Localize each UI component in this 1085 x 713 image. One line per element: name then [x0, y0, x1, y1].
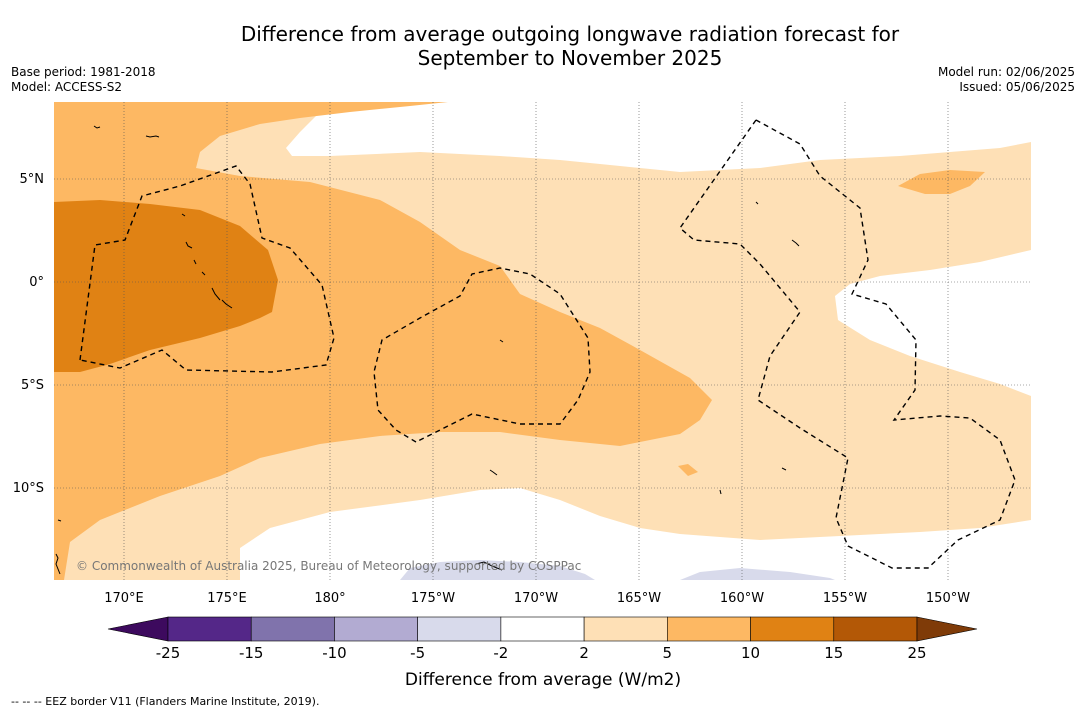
- meta-left: Base period: 1981-2018 Model: ACCESS-S2: [11, 65, 156, 95]
- anomaly-lavender-south-2: [680, 568, 835, 580]
- anomaly-lavender-south-1: [400, 560, 595, 580]
- anomaly-white-south: [240, 488, 1031, 580]
- island: [499, 339, 504, 343]
- island: [791, 239, 800, 247]
- anomaly-white-east: [835, 250, 1031, 396]
- colorbar-swatch: [833, 616, 918, 642]
- latitude-labels: 5°N 0° 5°S 10°S: [13, 172, 44, 496]
- colorbar-tick-label: 10: [741, 644, 760, 662]
- island: [475, 561, 503, 571]
- title-line-2: September to November 2025: [417, 46, 723, 70]
- lat-label-5n: 5°N: [20, 172, 45, 187]
- map-title: Difference from average outgoing longwav…: [0, 22, 1085, 70]
- colorbar: [107, 616, 978, 642]
- colorbar-swatch: [500, 616, 585, 642]
- lon-label-175e: 175°E: [207, 591, 247, 606]
- issued-date: Issued: 05/06/2025: [959, 80, 1075, 94]
- lon-label-165w: 165°W: [617, 591, 661, 606]
- island: [211, 287, 221, 301]
- colorbar-tick-label: -25: [156, 644, 181, 662]
- base-period: Base period: 1981-2018: [11, 65, 156, 79]
- graticule: [54, 102, 1031, 580]
- island: [781, 467, 787, 471]
- colorbar-tick-label: -5: [410, 644, 425, 662]
- eez-border-west: [79, 165, 335, 373]
- colorbar-swatch: [417, 616, 502, 642]
- island: [93, 125, 101, 129]
- colorbar-extend-low: [107, 616, 169, 642]
- island: [489, 469, 498, 476]
- lat-label-0: 0°: [29, 275, 44, 290]
- anomaly-band-10-15: [54, 200, 278, 372]
- lon-label-155w: 155°W: [823, 591, 867, 606]
- anomaly-patch-5-10-small: [678, 464, 698, 476]
- eez-borders: [79, 119, 1016, 569]
- colorbar-tick-label: 15: [824, 644, 843, 662]
- island: [185, 241, 193, 249]
- island: [221, 299, 233, 309]
- eez-border-central: [373, 267, 591, 443]
- colorbar-swatch: [250, 616, 335, 642]
- colorbar-tick-label: -2: [493, 644, 508, 662]
- colorbar-swatch: [167, 616, 252, 642]
- anomaly-white-north: [286, 102, 1031, 172]
- island: [719, 489, 722, 495]
- island: [145, 135, 160, 138]
- colorbar-tick-label: -15: [239, 644, 264, 662]
- island: [193, 259, 197, 265]
- colorbar-tick-labels: -25 -15 -10 -5 -2 2 5 10 15 25: [156, 644, 927, 662]
- colorbar-swatch: [667, 616, 751, 642]
- lon-label-170e: 170°E: [104, 591, 144, 606]
- anomaly-map: © Commonwealth of Australia 2025, Bureau…: [54, 102, 1031, 580]
- colorbar-swatch: [750, 616, 835, 642]
- island: [55, 553, 61, 575]
- longitude-labels: 170°E 175°E 180° 175°W 170°W 165°W 160°W…: [104, 591, 970, 606]
- island: [57, 519, 62, 522]
- model-run: Model run: 02/06/2025: [937, 65, 1075, 79]
- lat-label-5s: 5°S: [21, 378, 44, 393]
- islands: [55, 125, 800, 575]
- title-line-1: Difference from average outgoing longwav…: [240, 22, 900, 46]
- colorbar-label: Difference from average (W/m2): [405, 670, 681, 690]
- island: [755, 201, 759, 205]
- lon-label-150w: 150°W: [926, 591, 970, 606]
- copyright-text: © Commonwealth of Australia 2025, Bureau…: [76, 559, 581, 573]
- lon-label-160w: 160°W: [720, 591, 764, 606]
- footer-note: -- -- -- EEZ border V11 (Flanders Marine…: [11, 695, 320, 708]
- colorbar-extend-high: [916, 616, 978, 642]
- lon-label-170w: 170°W: [514, 591, 558, 606]
- anomaly-patch-5-10-east: [898, 170, 985, 194]
- colorbar-tick-label: 2: [579, 644, 589, 662]
- colorbar-tick-label: 5: [663, 644, 673, 662]
- island: [181, 213, 186, 217]
- colorbar-tick-label: 25: [907, 644, 926, 662]
- colorbar-swatch: [334, 616, 418, 642]
- lon-label-180: 180°: [314, 591, 345, 606]
- colorbar-swatch: [583, 616, 668, 642]
- island: [201, 271, 206, 276]
- lon-label-175w: 175°W: [411, 591, 455, 606]
- model-name: Model: ACCESS-S2: [11, 80, 123, 94]
- meta-right: Model run: 02/06/2025 Issued: 05/06/2025: [938, 65, 1075, 95]
- lat-label-10s: 10°S: [13, 481, 44, 496]
- colorbar-tick-label: -10: [322, 644, 347, 662]
